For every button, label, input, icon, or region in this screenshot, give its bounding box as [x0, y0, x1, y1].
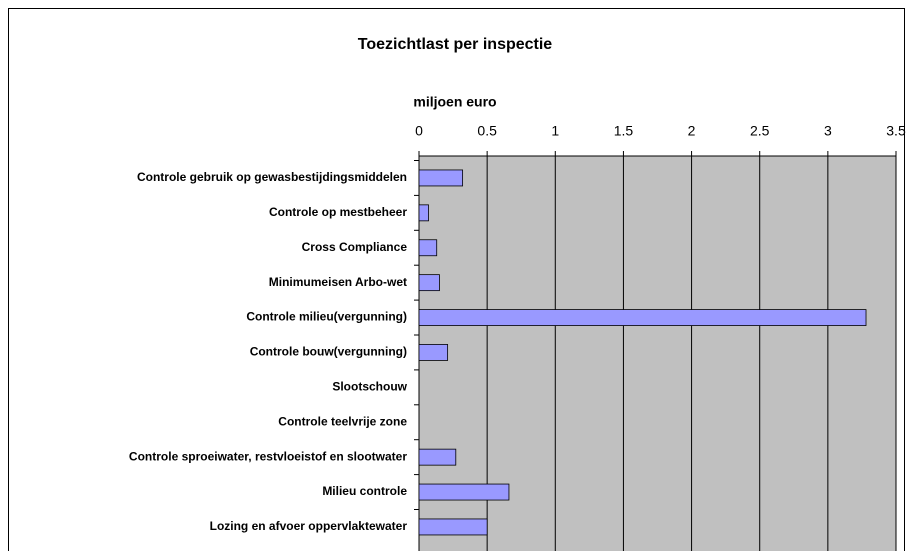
bar [418, 239, 438, 257]
bar [418, 169, 464, 187]
y-tick-label: Slootschouw [332, 380, 407, 394]
y-tick-label: Controle bouw(vergunning) [250, 345, 407, 359]
axis-title: miljoen euro [413, 94, 496, 110]
x-tick-label: 3.5 [886, 123, 906, 139]
x-tick-label: 1 [551, 123, 559, 139]
chart-title: Toezichtlast per inspectie [358, 36, 553, 53]
y-tick-label: Minimumeisen Arbo-wet [269, 275, 407, 289]
bar [418, 518, 488, 536]
bar [418, 448, 457, 466]
y-tick-label: Controle op mestbeheer [269, 205, 407, 219]
bar [418, 309, 867, 326]
bar [418, 204, 429, 222]
bar [418, 274, 440, 292]
y-tick-label: Lozing en afvoer oppervlaktewater [210, 519, 408, 533]
y-tick-label: Cross Compliance [302, 240, 408, 254]
x-tick-label: 0.5 [477, 123, 497, 139]
x-tick-label: 3 [824, 123, 832, 139]
x-tick-label: 2 [688, 123, 696, 139]
bar [418, 344, 449, 361]
x-tick-label: 1.5 [614, 123, 634, 139]
x-tick-label: 2.5 [750, 123, 770, 139]
y-tick-label: Controle gebruik op gewasbestijdingsmidd… [137, 170, 407, 184]
y-tick-label: Controle milieu(vergunning) [246, 310, 407, 324]
y-tick-label: Controle sproeiwater, restvloeistof en s… [129, 449, 407, 463]
y-tick-label: Controle teelvrije zone [278, 414, 407, 428]
x-tick-label: 0 [415, 123, 423, 139]
y-tick-label: Milieu controle [322, 484, 407, 498]
bar [418, 483, 510, 501]
